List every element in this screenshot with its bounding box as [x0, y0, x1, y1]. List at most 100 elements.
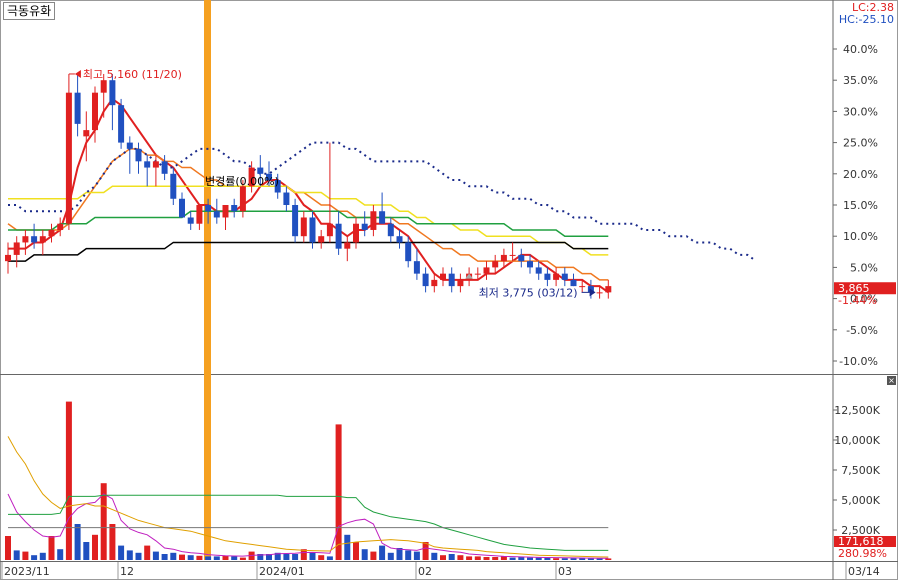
candle-down[interactable] — [266, 173, 272, 181]
candle-down[interactable] — [413, 261, 420, 274]
candle-down[interactable] — [274, 180, 281, 193]
volume-bar-down[interactable] — [396, 548, 403, 560]
volume-bar-down[interactable] — [413, 551, 420, 560]
stock-title[interactable]: 극동유화 — [3, 2, 56, 20]
candle-down[interactable] — [135, 148, 142, 162]
volume-bar-down[interactable] — [57, 549, 64, 560]
candle-up[interactable] — [440, 273, 446, 280]
volume-bar-down[interactable] — [309, 552, 316, 560]
volume-bar-down[interactable] — [39, 552, 46, 560]
volume-bar-down[interactable] — [213, 556, 220, 560]
candle-up[interactable] — [239, 186, 246, 212]
volume-bar-down[interactable] — [152, 551, 159, 560]
candle-up[interactable] — [92, 92, 98, 131]
candle-up[interactable] — [579, 286, 586, 288]
volume-bar-up[interactable] — [422, 542, 429, 560]
volume-bar-down[interactable] — [527, 557, 533, 560]
candle-up[interactable] — [344, 242, 351, 249]
candle-up[interactable] — [553, 273, 560, 280]
volume-bar-up[interactable] — [483, 557, 490, 560]
volume-bar-down[interactable] — [431, 552, 438, 560]
volume-bar-up[interactable] — [440, 555, 446, 560]
candle-down[interactable] — [448, 273, 455, 287]
candle-up[interactable] — [100, 80, 107, 93]
candle-up[interactable] — [48, 229, 55, 237]
candle-down[interactable] — [518, 254, 525, 262]
volume-bar-up[interactable] — [196, 555, 203, 560]
volume-bar-down[interactable] — [596, 558, 603, 560]
candle-up[interactable] — [605, 286, 612, 293]
volume-bar-up[interactable] — [48, 536, 55, 560]
candle-down[interactable] — [361, 223, 368, 230]
close-icon[interactable]: × — [887, 376, 896, 385]
candle-up[interactable] — [300, 217, 307, 237]
candle-down[interactable] — [283, 192, 290, 205]
candle-down[interactable] — [309, 217, 316, 243]
candle-up[interactable] — [492, 261, 499, 268]
candle-down[interactable] — [387, 223, 394, 237]
volume-bar-down[interactable] — [587, 558, 594, 560]
candle-down[interactable] — [161, 161, 168, 174]
candle-up[interactable] — [326, 223, 333, 237]
candle-down[interactable] — [126, 142, 133, 149]
volume-bar-down[interactable] — [31, 555, 38, 560]
candle-down[interactable] — [535, 267, 542, 274]
candle-up[interactable] — [5, 254, 11, 262]
volume-bar-down[interactable] — [579, 558, 586, 560]
candle-down[interactable] — [570, 279, 577, 287]
volume-bar-down[interactable] — [509, 557, 516, 560]
volume-bar-up[interactable] — [100, 483, 107, 560]
candle-up[interactable] — [509, 254, 516, 256]
volume-bar-up[interactable] — [239, 557, 246, 560]
volume-bar-down[interactable] — [161, 554, 168, 560]
volume-bar-down[interactable] — [257, 554, 264, 560]
candle-up[interactable] — [318, 236, 325, 243]
volume-bar-up[interactable] — [353, 542, 359, 560]
volume-bar-down[interactable] — [126, 550, 133, 560]
volume-bar-up[interactable] — [92, 534, 98, 560]
candle-down[interactable] — [109, 80, 116, 106]
candle-up[interactable] — [500, 254, 507, 262]
volume-bar-down[interactable] — [344, 534, 351, 560]
candle-up[interactable] — [83, 130, 90, 137]
volume-bar-down[interactable] — [135, 552, 142, 560]
volume-bar-up[interactable] — [22, 551, 29, 560]
candle-up[interactable] — [196, 205, 203, 224]
candle-up[interactable] — [13, 242, 20, 255]
volume-bar-down[interactable] — [292, 554, 299, 560]
volume-bar-down[interactable] — [361, 549, 368, 560]
volume-bar-down[interactable] — [187, 555, 194, 560]
candle-up[interactable] — [596, 292, 603, 294]
volume-bar-down[interactable] — [205, 556, 212, 560]
candle-up[interactable] — [39, 236, 46, 243]
candle-up[interactable] — [483, 267, 490, 274]
volume-bar-up[interactable] — [318, 555, 325, 560]
volume-bar-up[interactable] — [605, 558, 612, 560]
volume-bar-up[interactable] — [500, 556, 507, 560]
candle-down[interactable] — [213, 211, 220, 218]
volume-bar-down[interactable] — [405, 550, 412, 560]
volume-bar-up[interactable] — [553, 558, 560, 560]
volume-bar-up[interactable] — [335, 424, 342, 560]
candle-down[interactable] — [422, 273, 429, 287]
candle-down[interactable] — [405, 242, 412, 262]
volume-bar-down[interactable] — [274, 552, 281, 560]
volume-bar-down[interactable] — [266, 554, 272, 560]
volume-bar-down[interactable] — [74, 524, 81, 560]
volume-bar-down[interactable] — [387, 552, 394, 560]
candle-up[interactable] — [431, 279, 438, 287]
candle-up[interactable] — [353, 223, 359, 243]
candle-down[interactable] — [118, 105, 125, 143]
volume-bar-down[interactable] — [561, 558, 568, 560]
candle-down[interactable] — [257, 167, 264, 174]
candle-down[interactable] — [31, 236, 38, 243]
candle-up[interactable] — [248, 167, 255, 187]
volume-bar-down[interactable] — [283, 554, 290, 560]
candle-up[interactable] — [57, 223, 64, 230]
volume-bar-up[interactable] — [370, 551, 377, 560]
candle-up[interactable] — [152, 161, 159, 168]
candle-down[interactable] — [527, 261, 533, 268]
candle-down[interactable] — [544, 273, 551, 280]
candle-down[interactable] — [231, 205, 238, 212]
candle-up[interactable] — [474, 273, 481, 275]
